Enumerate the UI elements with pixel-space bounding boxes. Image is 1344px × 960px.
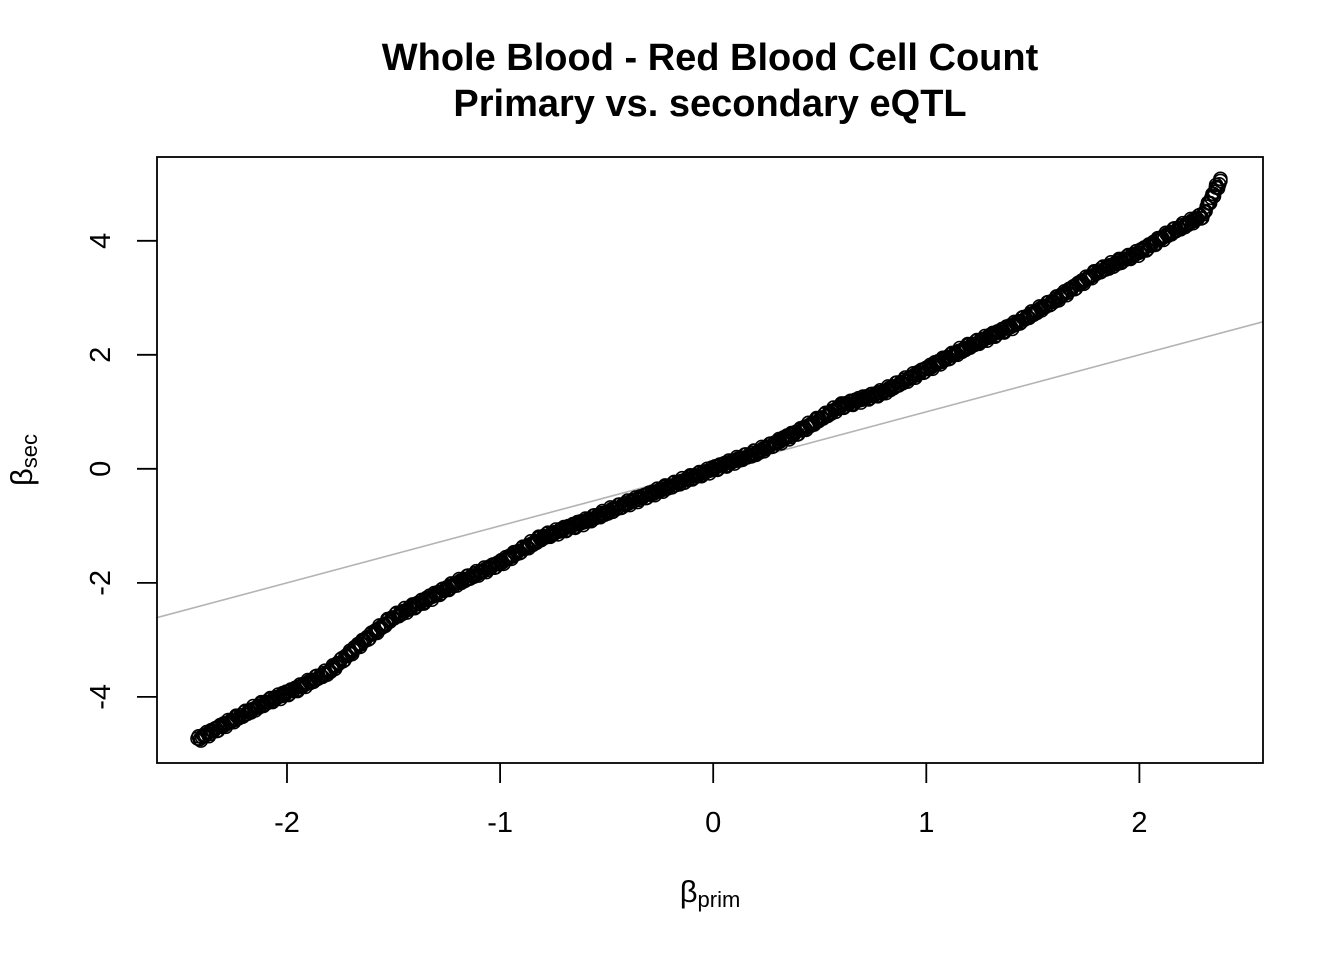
x-tick-label: -1 [487, 807, 513, 839]
x-tick-label: 2 [1131, 807, 1147, 839]
x-axis-label-symbol: β [680, 874, 698, 909]
x-tick-label: 0 [705, 807, 721, 839]
x-tick-label: -2 [274, 807, 300, 839]
plot-frame [156, 156, 1264, 764]
data-point [1208, 177, 1224, 193]
y-tick-label: 2 [85, 347, 117, 363]
y-tick-label: 0 [85, 461, 117, 477]
y-axis-label-symbol: β [4, 468, 39, 486]
data-point [313, 667, 328, 683]
data-point [1206, 189, 1222, 204]
y-axis-label-subscript: sec [17, 434, 42, 468]
x-axis-label: βprim [680, 874, 741, 912]
chart-subtitle: Primary vs. secondary eQTL [453, 83, 966, 125]
x-tick-label: 1 [918, 807, 934, 839]
data-point [1213, 173, 1228, 189]
x-axis: -2 -1 0 1 2 [274, 763, 1147, 839]
y-axis-label: βsec [4, 434, 42, 486]
data-point [768, 435, 783, 450]
data-point [233, 707, 248, 723]
y-tick-label: 4 [85, 233, 117, 249]
data-points [190, 171, 1228, 748]
y-tick-label: -2 [85, 570, 117, 596]
x-axis-label-subscript: prim [698, 887, 741, 912]
chart-title: Whole Blood - Red Blood Cell Count [382, 37, 1039, 79]
y-tick-label: -4 [85, 684, 117, 710]
y-axis: -4 -2 0 2 4 [85, 233, 157, 710]
